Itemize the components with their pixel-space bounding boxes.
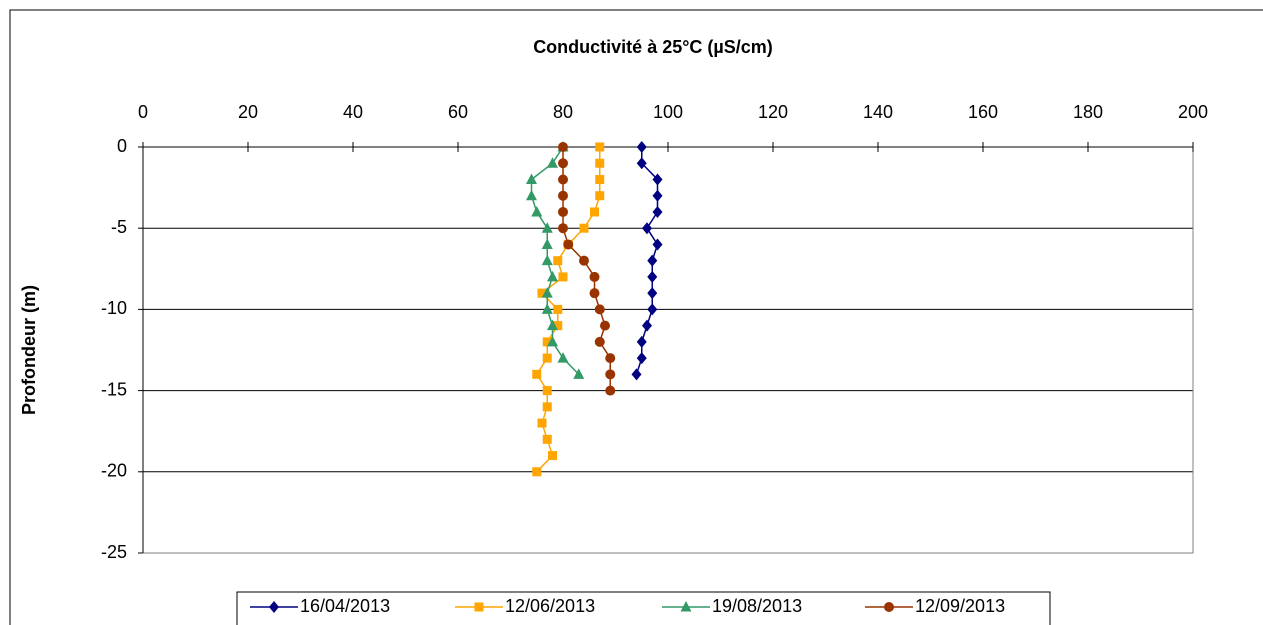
legend-label: 16/04/2013 [300,596,390,616]
legend-marker [884,602,894,612]
x-tick-label: 60 [448,102,468,122]
marker [594,336,605,347]
x-tick-label: 160 [968,102,998,122]
marker [553,304,563,314]
marker [636,335,647,348]
marker [600,320,610,331]
marker [594,304,605,315]
x-tick-label: 120 [758,102,788,122]
x-tick-label: 80 [553,102,573,122]
marker [647,303,658,316]
y-tick-label: -25 [101,542,127,562]
x-tick-label: 40 [343,102,363,122]
marker [547,270,558,282]
marker [558,206,568,217]
legend-label: 12/06/2013 [505,596,595,616]
marker [605,385,616,396]
marker [532,369,542,379]
marker [636,141,647,153]
legend-marker [269,601,279,613]
chart-title: Conductivité à 25°C (µS/cm) [533,37,773,57]
x-tick-label: 140 [863,102,893,122]
marker [631,368,642,381]
marker [563,239,574,250]
marker [573,368,585,379]
x-tick-label: 20 [238,102,258,122]
marker [542,337,552,347]
legend-marker [474,602,484,612]
marker [558,223,568,234]
marker [526,189,537,201]
marker [541,287,553,298]
y-tick-label: -15 [101,379,127,399]
marker [652,173,663,186]
chart-border [9,9,1263,625]
marker [652,205,663,218]
marker [558,158,568,169]
y-tick-label: -20 [101,461,127,481]
marker [542,402,552,412]
legend-label: 19/08/2013 [712,596,802,616]
legend-box [236,591,1051,625]
marker [558,190,568,201]
legend-marker [680,601,692,612]
marker [636,352,647,365]
marker [605,353,616,364]
marker [547,319,558,331]
marker [595,174,605,184]
marker [541,222,553,233]
marker [542,434,552,444]
x-tick-label: 200 [1178,102,1208,122]
marker [558,174,568,185]
marker [532,467,542,477]
marker [542,386,552,396]
x-tick-label: 180 [1073,102,1103,122]
marker [589,288,600,299]
marker [553,256,563,266]
marker [557,352,569,363]
marker [647,287,658,300]
legend-label: 12/09/2013 [915,596,1005,616]
marker [579,255,589,266]
series-line [562,147,611,391]
marker [595,158,605,168]
marker [579,223,589,233]
marker [558,272,568,282]
y-tick-label: -5 [111,217,127,237]
marker [531,205,543,217]
marker [558,142,568,152]
marker [589,271,600,282]
y-tick-label: 0 [117,136,127,156]
marker [547,335,558,347]
marker [542,353,552,363]
marker [647,254,658,267]
marker [652,238,663,251]
marker [541,238,553,249]
marker [537,418,547,428]
marker [547,157,558,168]
marker [652,189,663,202]
x-tick-label: 0 [138,102,148,122]
marker [541,254,553,266]
marker [553,321,563,331]
marker [595,191,605,201]
marker [548,451,557,461]
y-axis-label: Profondeur (m) [19,285,39,415]
marker [541,303,553,314]
x-tick-label: 100 [653,102,683,122]
marker [605,369,616,380]
marker [642,319,652,332]
marker [647,270,658,283]
marker [537,288,547,298]
y-tick-label: -10 [101,298,127,318]
marker [642,222,652,235]
marker [595,142,605,152]
marker [636,157,647,170]
marker [526,173,537,184]
marker [590,207,599,217]
